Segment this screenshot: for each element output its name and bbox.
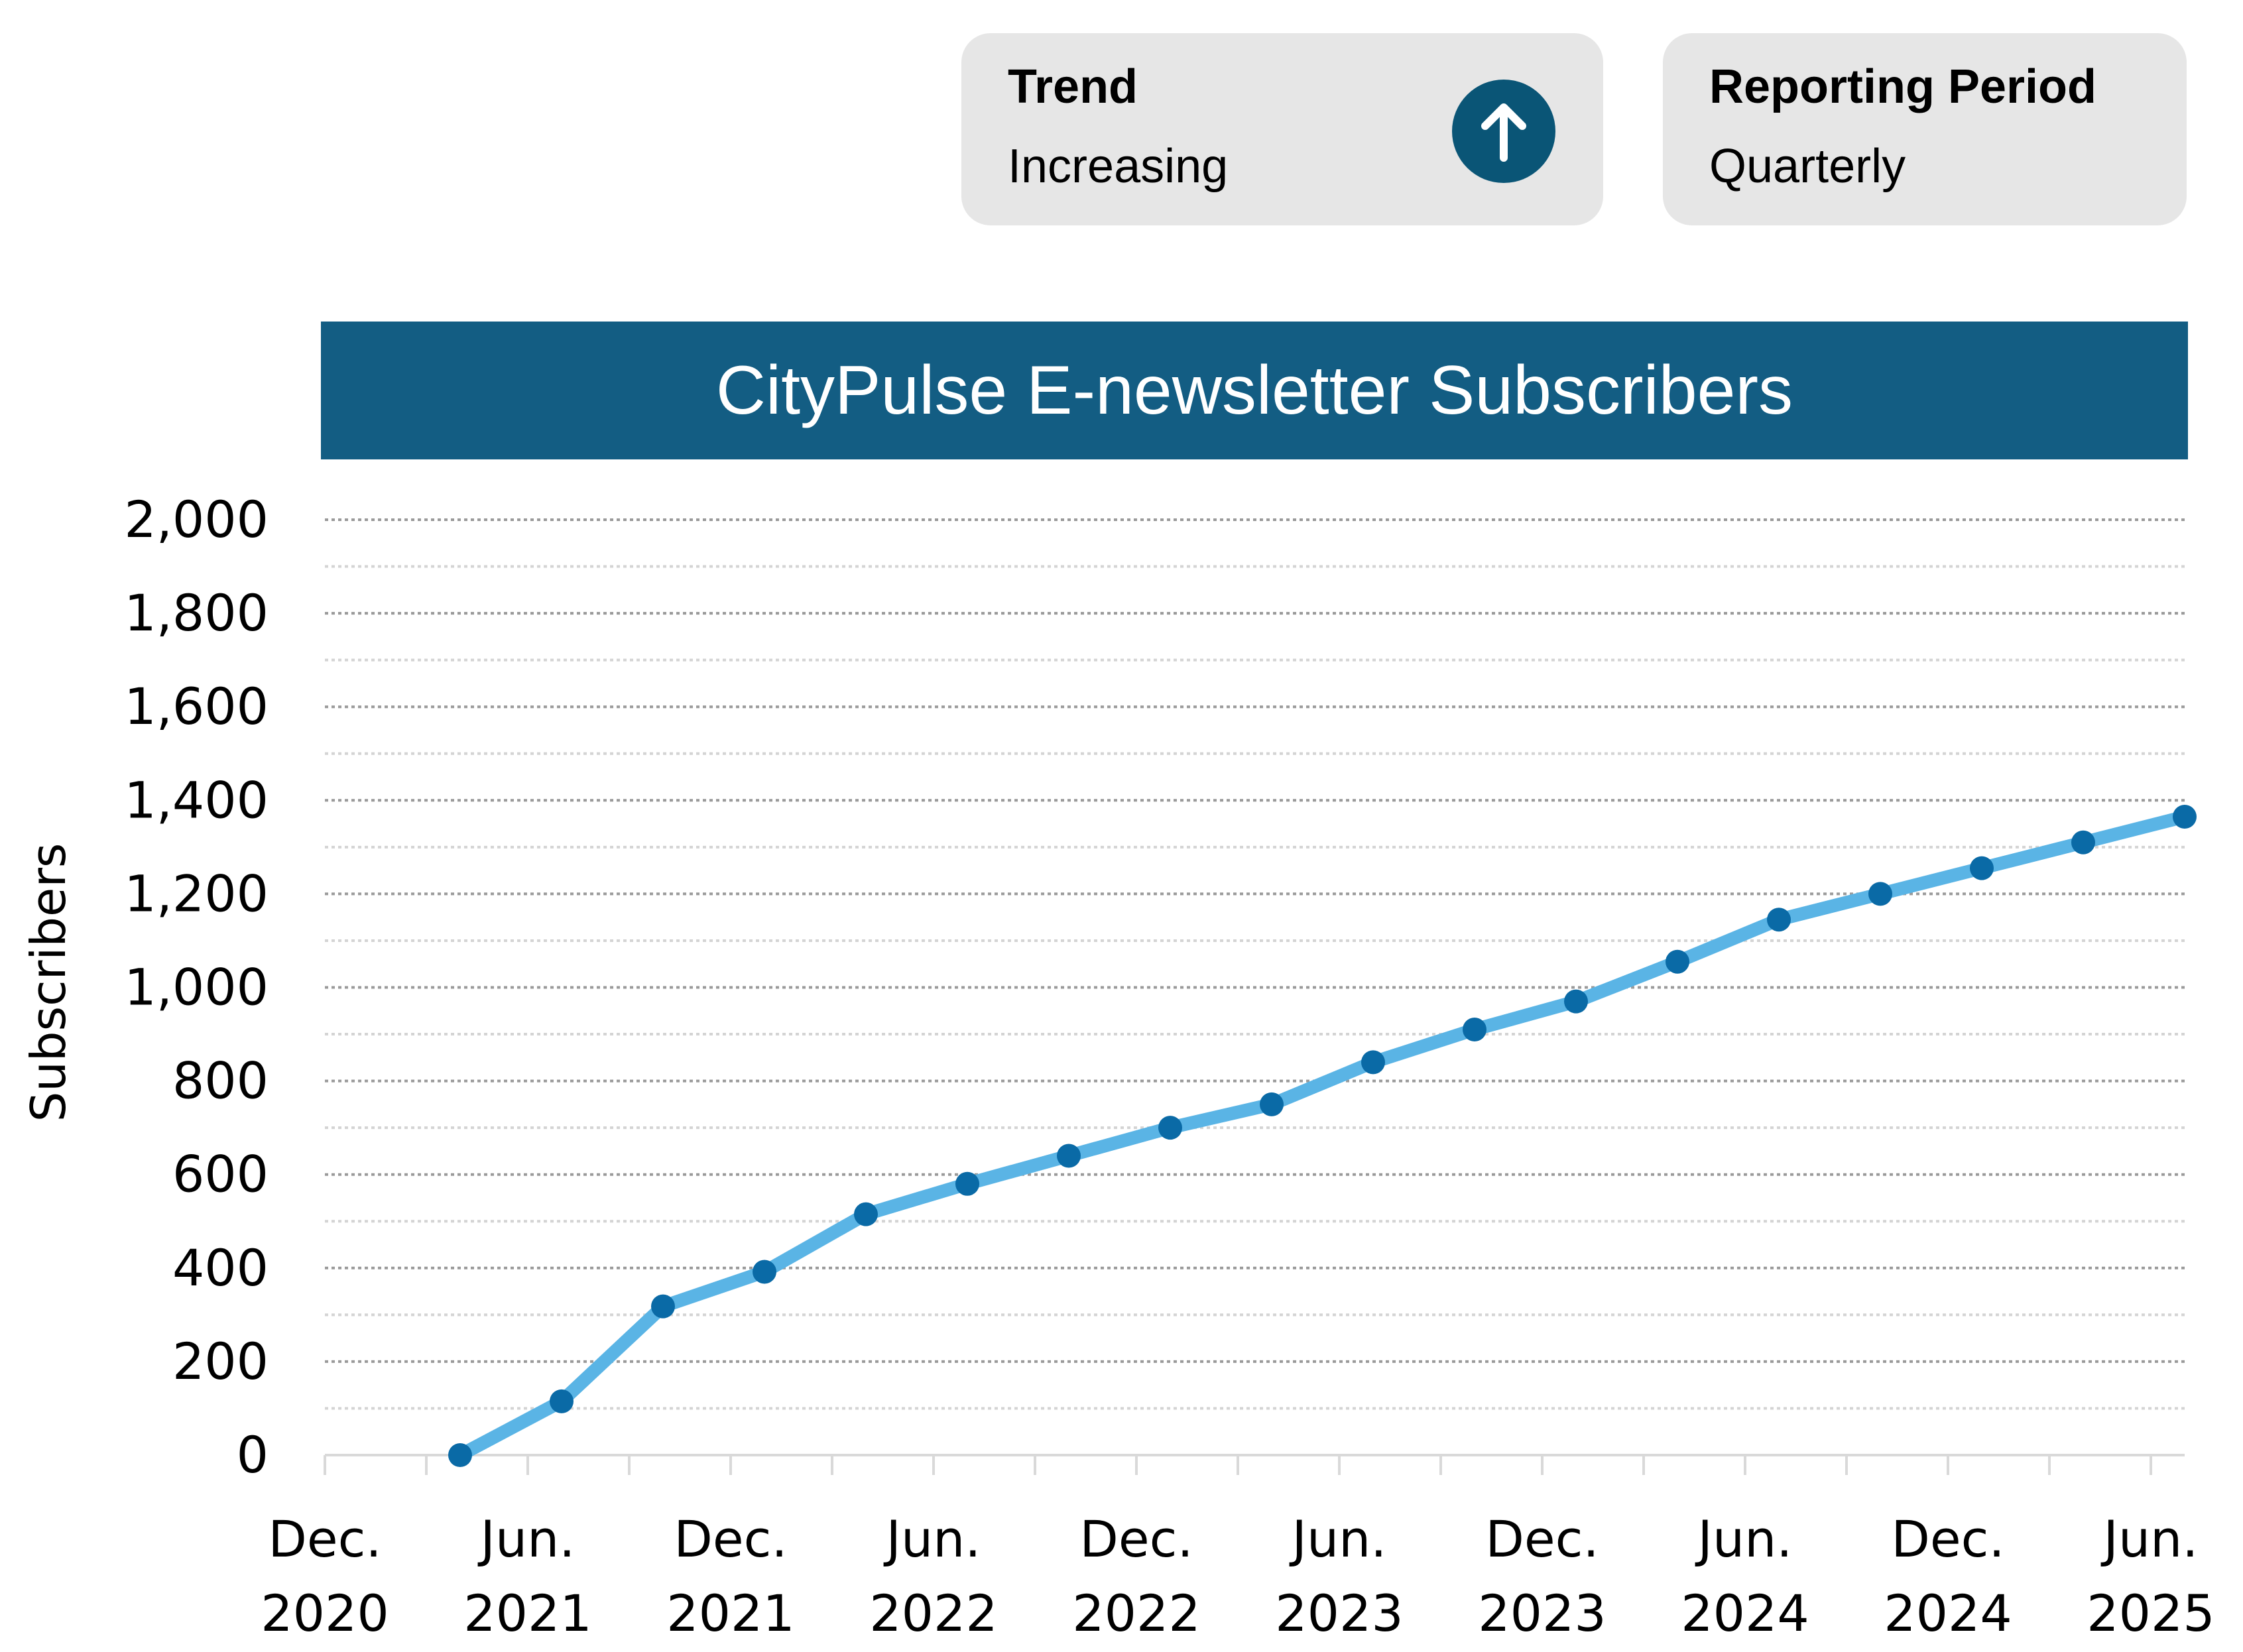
x-tick-label-month: Dec. <box>1079 1509 1193 1568</box>
data-point <box>1463 1017 1486 1041</box>
data-point <box>1970 856 1994 880</box>
gridlines <box>325 518 2185 1410</box>
reporting-period-label: Reporting Period <box>1709 60 2097 113</box>
data-point <box>448 1443 472 1467</box>
data-point <box>1666 949 1689 974</box>
y-tick-label: 1,000 <box>124 958 269 1017</box>
x-tick-label-month: Jun. <box>884 1509 981 1568</box>
x-tick-label-year: 2023 <box>1275 1584 1403 1643</box>
x-tick-label-year: 2021 <box>666 1584 794 1643</box>
data-point <box>1361 1050 1385 1075</box>
x-tick-label-year: 2023 <box>1478 1584 1606 1643</box>
y-tick-label: 2,000 <box>124 490 269 549</box>
x-tick-label-month: Jun. <box>1695 1509 1793 1568</box>
data-point <box>854 1202 878 1226</box>
y-tick-label: 600 <box>172 1145 269 1204</box>
y-tick-label: 0 <box>237 1425 269 1484</box>
arrow-up-circle-icon <box>1452 80 1555 183</box>
x-axis: Dec. 2020 Jun. 2021 Dec. 2021 Jun. 2022 Dec. 2022… <box>261 1454 2215 1643</box>
y-axis: 0 200 400 600 800 1,000 1,200 1,400 1,600 1,800 2,… <box>124 490 269 1484</box>
x-tick-label-month: Jun. <box>2101 1509 2199 1568</box>
x-tick-label-month: Dec. <box>1891 1509 2004 1568</box>
data-point <box>1868 882 1892 906</box>
y-tick-label: 800 <box>172 1051 269 1110</box>
y-tick-label: 400 <box>172 1238 269 1297</box>
data-point <box>2071 830 2095 855</box>
data-point <box>1057 1144 1081 1168</box>
y-tick-label: 1,600 <box>124 677 269 736</box>
data-point <box>753 1260 776 1284</box>
x-tick-label-year: 2024 <box>1884 1584 2012 1643</box>
data-point <box>1158 1116 1182 1140</box>
y-axis-label: Subscribers <box>21 843 76 1122</box>
series-line <box>454 809 2191 1462</box>
series <box>448 804 2197 1467</box>
trend-card: Trend Increasing <box>961 33 1603 225</box>
data-point <box>955 1171 979 1196</box>
data-point <box>550 1389 574 1413</box>
x-tick-label-month: Dec. <box>1485 1509 1599 1568</box>
data-point <box>1564 989 1588 1014</box>
x-tick-label-month: Jun. <box>1290 1509 1387 1568</box>
chart-title: CityPulse E-newsletter Subscribers <box>715 351 1793 429</box>
x-tick-label-year: 2020 <box>261 1584 389 1643</box>
reporting-period-card: Reporting Period Quarterly <box>1663 33 2187 225</box>
x-tick-label-year: 2024 <box>1681 1584 1809 1643</box>
x-tick-label-month: Dec. <box>674 1509 787 1568</box>
data-point <box>1767 908 1791 932</box>
x-tick-label-year: 2022 <box>869 1584 997 1643</box>
x-tick-label-month: Jun. <box>478 1509 576 1568</box>
chart-title-bar: CityPulse E-newsletter Subscribers <box>321 322 2188 459</box>
x-tick-label-year: 2025 <box>2087 1584 2214 1643</box>
y-tick-label: 1,800 <box>124 583 269 642</box>
trend-label: Trend <box>1008 60 1138 113</box>
y-tick-label: 200 <box>172 1332 269 1391</box>
y-tick-label: 1,200 <box>124 864 269 923</box>
x-tick-label-year: 2022 <box>1072 1584 1200 1643</box>
data-point <box>1260 1092 1284 1116</box>
data-point <box>2173 804 2197 829</box>
x-tick-label-month: Dec. <box>268 1509 381 1568</box>
y-tick-label: 1,400 <box>124 770 269 829</box>
trend-value: Increasing <box>1008 140 1229 193</box>
data-point <box>651 1294 675 1319</box>
x-tick-label-year: 2021 <box>463 1584 591 1643</box>
reporting-period-value: Quarterly <box>1709 140 1906 193</box>
